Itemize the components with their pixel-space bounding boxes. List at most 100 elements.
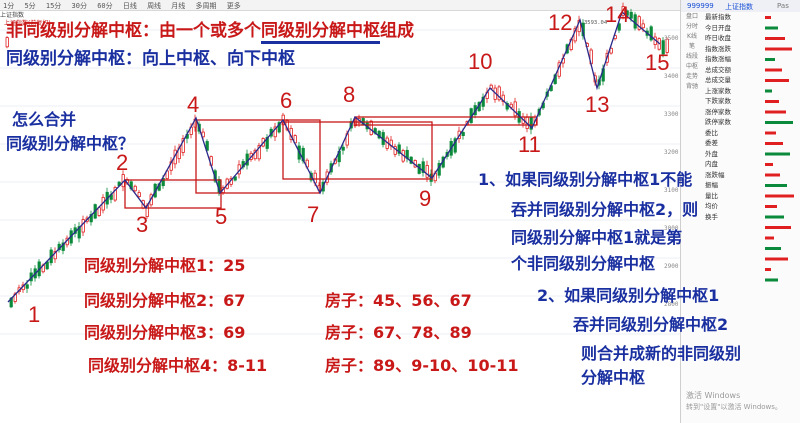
candle-body <box>637 16 641 30</box>
candle-body <box>453 138 457 153</box>
panel-side-tab[interactable]: 盘口 <box>685 13 698 20</box>
panel-side-tab[interactable]: 分时 <box>685 23 698 30</box>
candle-body <box>205 141 209 151</box>
quote-value-bar <box>765 131 776 135</box>
price-tick-label: 3000 <box>664 225 679 232</box>
price-tick-label: 3300 <box>664 111 679 118</box>
panel-side-tab[interactable]: 中枢 <box>685 63 698 70</box>
candle-body <box>45 261 49 270</box>
period-tab[interactable]: 60分 <box>97 2 113 10</box>
period-toolbar: 1分 5分 15分 30分 60分 日线 周线 月线 多周期 更多 <box>0 0 680 11</box>
period-tab[interactable]: 30分 <box>71 2 87 10</box>
quote-field: 外盘 <box>705 149 718 158</box>
panel-side-tab[interactable]: 背驰 <box>685 83 698 90</box>
period-tab[interactable]: 多周期 <box>195 2 217 10</box>
candle-body <box>461 132 465 136</box>
panel-side-tab[interactable]: 笔 <box>688 43 695 50</box>
pivot-box-2 <box>195 119 321 194</box>
quote-field: 振幅 <box>705 181 718 189</box>
period-tab[interactable]: 更多 <box>226 2 241 10</box>
candle-body <box>161 178 165 187</box>
quote-value-bar <box>765 58 775 61</box>
vertex-label-14: 14 <box>605 2 629 27</box>
quote-field: 内盘 <box>705 160 718 168</box>
period-tab[interactable]: 周线 <box>147 2 162 10</box>
rule2-line-1: 2、如果同级别分解中枢1 <box>537 286 720 305</box>
candle-body <box>277 122 281 133</box>
candle-body <box>629 11 633 19</box>
candle-body <box>201 131 205 138</box>
vertex-label-9: 9 <box>419 186 431 211</box>
quote-value-bar <box>765 268 771 271</box>
candle-body <box>509 103 513 108</box>
vertex-label-7: 7 <box>307 202 319 227</box>
candle-body <box>425 165 429 178</box>
panel-tag: Pas <box>777 2 789 10</box>
candle-body <box>25 284 29 289</box>
rule2-line-2: 吞并同级别分解中枢2 <box>573 315 729 334</box>
candle-body <box>497 86 501 101</box>
activation-watermark-2: 转到"设置"以激活 Windows。 <box>686 403 782 411</box>
period-tab[interactable]: 1分 <box>3 2 15 10</box>
period-tab[interactable]: 月线 <box>171 2 186 10</box>
chart-tag: 上证指数(前复权) <box>4 19 51 27</box>
rule1-line-2: 吞并同级别分解中枢2，则 <box>511 200 699 219</box>
kline-chart[interactable]: 1234567891011121314153593.04上证指数(前复权)350… <box>0 0 680 423</box>
candle-body <box>53 250 57 260</box>
title-part-a: 非同级别分解中枢：由一个或多个 <box>6 21 261 41</box>
candle-body <box>181 138 185 153</box>
price-tick-label: 3500 <box>664 35 679 42</box>
title-part-c: 组成 <box>380 21 414 41</box>
price-tick-label: 2900 <box>664 263 679 270</box>
price-tick-label: 3400 <box>664 73 679 80</box>
pivot-box-1 <box>124 179 222 209</box>
candle-body <box>397 144 401 154</box>
candle-body <box>481 96 485 107</box>
candle-body <box>61 242 65 251</box>
quote-field: 总成交量 <box>705 76 731 84</box>
candle-body <box>273 126 277 138</box>
house-3-label: 房子：67、78、89 <box>325 323 472 342</box>
quote-field: 总成交额 <box>705 65 731 74</box>
period-tab[interactable]: 日线 <box>122 2 137 10</box>
vertex-label-15: 15 <box>645 50 669 75</box>
quote-field: 委差 <box>705 139 718 147</box>
quote-field: 跌停家数 <box>705 118 731 126</box>
quote-field: 指数涨幅 <box>705 55 731 63</box>
vertex-label-10: 10 <box>468 49 492 74</box>
vertex-label-8: 8 <box>343 82 355 107</box>
candle-body <box>137 192 141 197</box>
vertex-label-11: 11 <box>518 132 541 157</box>
quote-value-bar <box>765 205 777 208</box>
period-tab[interactable]: 5分 <box>24 2 36 10</box>
quote-value-bar <box>765 100 779 103</box>
quote-value-bar <box>765 278 778 282</box>
candle-body <box>257 144 261 160</box>
candle-body <box>633 14 637 29</box>
title-part-b: 同级别分解中枢 <box>261 21 380 44</box>
candle-body <box>649 26 653 41</box>
pivot-4-label: 同级别分解中枢4：8-11 <box>88 356 268 375</box>
panel-side-tab[interactable]: 线段 <box>685 53 698 60</box>
quote-field: 今日开盘 <box>705 23 731 32</box>
quote-header: 999999 上证指数 Pas <box>681 0 800 12</box>
candle-body <box>665 38 669 53</box>
candle-body <box>77 226 81 239</box>
panel-side-tab[interactable]: 走势 <box>685 73 698 80</box>
panel-side-labels: 盘口分时 K线笔线段中枢走势背驰 <box>681 12 703 232</box>
candle-body <box>617 23 621 31</box>
quote-field: 最新指数 <box>705 13 731 21</box>
quote-value-bar <box>765 142 783 145</box>
candle-body <box>81 219 85 233</box>
rule2-line-3: 则合并成新的非同级别 <box>581 344 742 363</box>
candle-body <box>369 120 373 135</box>
vertex-label-2: 2 <box>116 150 128 175</box>
quote-value-bar <box>765 173 780 177</box>
candle-body <box>233 176 237 181</box>
panel-side-tab[interactable]: K线 <box>687 33 697 40</box>
rule1-line-4: 个非同级别分解中枢 <box>511 254 656 273</box>
quote-field: 昨日收盘 <box>705 34 731 42</box>
house-2-label: 房子：45、56、67 <box>325 291 472 310</box>
period-tab[interactable]: 15分 <box>45 2 62 10</box>
